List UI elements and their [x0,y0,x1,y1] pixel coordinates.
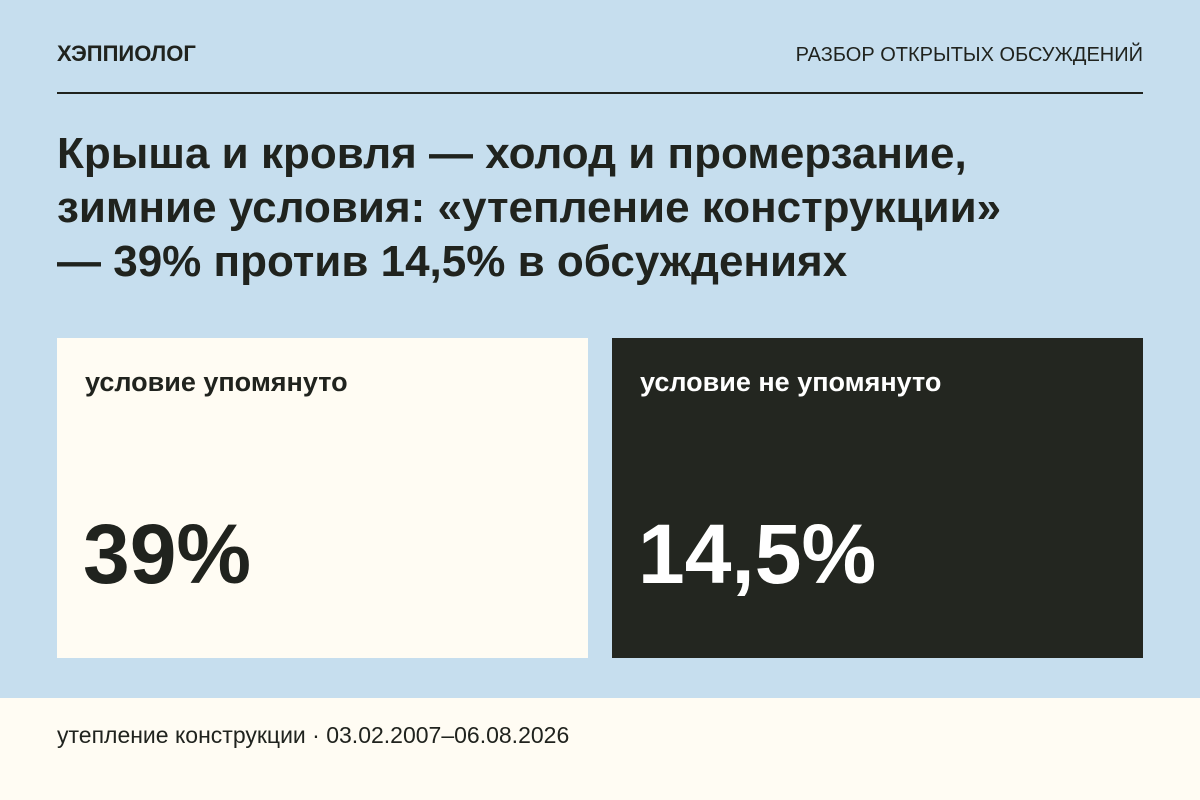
title-line: Крыша и кровля — холод и промерзание, [57,129,967,178]
footer-band [0,698,1200,800]
brand: ХЭППИОЛОГ [57,41,196,66]
card-light [57,338,588,658]
card-value: 39% [83,507,251,601]
card-value: 14,5% [638,507,876,601]
card-dark [612,338,1143,658]
card-label: условие не упомянуто [640,367,941,397]
title-line: зимние условия: «утепление конструкции» [57,183,1001,232]
card-label: условие упомянуто [85,367,348,397]
section-label: РАЗБОР ОТКРЫТЫХ ОБСУЖДЕНИЙ [796,42,1143,66]
title-line: — 39% против 14,5% в обсуждениях [57,237,848,286]
footer-text: утепление конструкции · 03.02.2007–06.08… [57,722,569,748]
